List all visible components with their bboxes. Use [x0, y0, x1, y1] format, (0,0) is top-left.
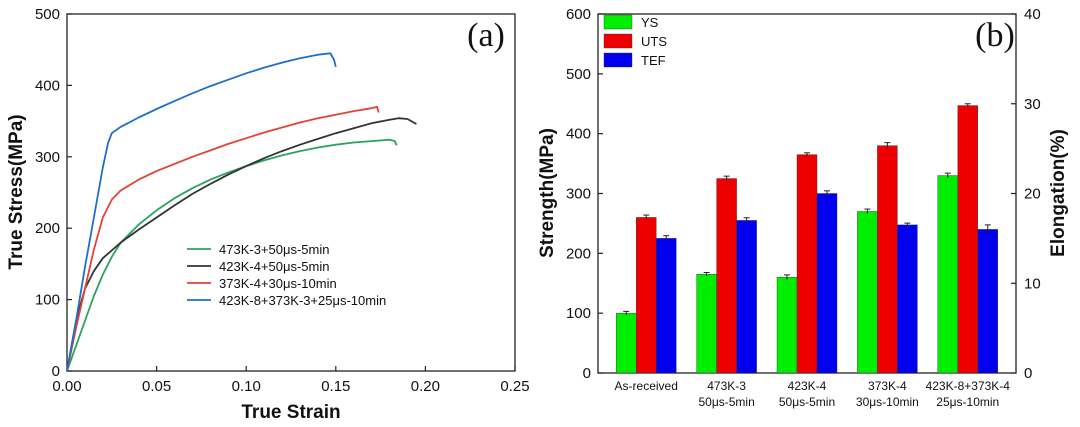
y-tick-label: 400 [35, 77, 60, 94]
bar [977, 229, 998, 374]
strength-elongation-chart: Strength(MPa) Elongation(%) (b) 01002003… [537, 6, 1069, 409]
category-label: 50μs-5min [698, 395, 754, 409]
chart-b-ylabel: Strength(MPa) [537, 128, 558, 258]
series-line [66, 117, 417, 372]
legend-label: UTS [641, 34, 667, 49]
category-label: 423K-8+373K-4 [926, 379, 1011, 393]
legend-swatch [603, 14, 633, 30]
legend-swatch [603, 52, 633, 68]
bar [857, 211, 878, 374]
series-line [66, 105, 380, 372]
y2-tick-label: 20 [1024, 186, 1041, 203]
legend-swatch [603, 33, 633, 49]
chart-a-xlabel: True Strain [241, 402, 340, 423]
category-label: 473K-3 [707, 379, 746, 393]
bar [636, 217, 657, 374]
y-tick-label: 400 [566, 126, 591, 143]
y-tick-label: 200 [35, 220, 60, 237]
bar [736, 220, 757, 374]
category-label: 50μs-5min [779, 395, 835, 409]
x-tick-label: 0.25 [500, 378, 529, 395]
chart-b-y2label: Elongation(%) [1048, 129, 1069, 257]
y-tick-label: 500 [35, 6, 60, 23]
bar [877, 145, 898, 374]
plot-frame-a [66, 13, 516, 372]
x-tick-label: 0.10 [232, 378, 261, 395]
bar [696, 274, 717, 374]
y-tick-label: 0 [583, 365, 591, 382]
category-label: As-received [615, 379, 678, 393]
category-label: 423K-4 [788, 379, 827, 393]
y-tick-label: 300 [35, 149, 60, 166]
x-tick-label: 0.00 [52, 378, 81, 395]
y2-tick-label: 40 [1024, 6, 1041, 23]
y-tick-label: 100 [566, 305, 591, 322]
bar [937, 175, 958, 374]
bar [816, 193, 838, 374]
chart-a-ylabel: True Stress(MPa) [6, 114, 27, 269]
bar [796, 154, 818, 374]
bar [776, 277, 798, 374]
legend-label: 423K-8+373K-3+25μs-10min [219, 293, 386, 308]
category-label: 373K-4 [868, 379, 907, 393]
legend-label: YS [641, 15, 659, 30]
series-line [66, 138, 398, 372]
legend-label: TEF [641, 53, 666, 68]
y2-tick-label: 10 [1024, 275, 1041, 292]
panel-label-b: (b) [975, 17, 1015, 54]
y-tick-label: 300 [566, 186, 591, 203]
legend-label: 423K-4+50μs-5min [219, 259, 329, 274]
y2-tick-label: 30 [1024, 96, 1041, 113]
panel-label-a: (a) [467, 17, 505, 54]
y-tick-label: 500 [566, 66, 591, 83]
bar [656, 238, 677, 374]
x-tick-label: 0.20 [411, 378, 440, 395]
y2-tick-label: 0 [1024, 365, 1032, 382]
category-label: 30μs-10min [856, 395, 919, 409]
x-tick-label: 0.05 [142, 378, 171, 395]
bar [616, 312, 637, 374]
bar [716, 178, 737, 374]
legend-label: 473K-3+50μs-5min [219, 242, 329, 257]
y-tick-label: 0 [52, 363, 60, 380]
legend-label: 373K-4+30μs-10min [219, 276, 337, 291]
y-tick-label: 100 [35, 292, 60, 309]
bar [897, 224, 918, 374]
bar [957, 105, 978, 374]
y-tick-label: 600 [566, 6, 591, 23]
category-label: 25μs-10min [936, 395, 999, 409]
stress-strain-chart: True Stress(MPa) True Strain (a) 0.00 0.0… [6, 6, 530, 423]
x-tick-label: 0.15 [321, 378, 350, 395]
series-line [66, 52, 337, 372]
y-tick-label: 200 [566, 245, 591, 262]
